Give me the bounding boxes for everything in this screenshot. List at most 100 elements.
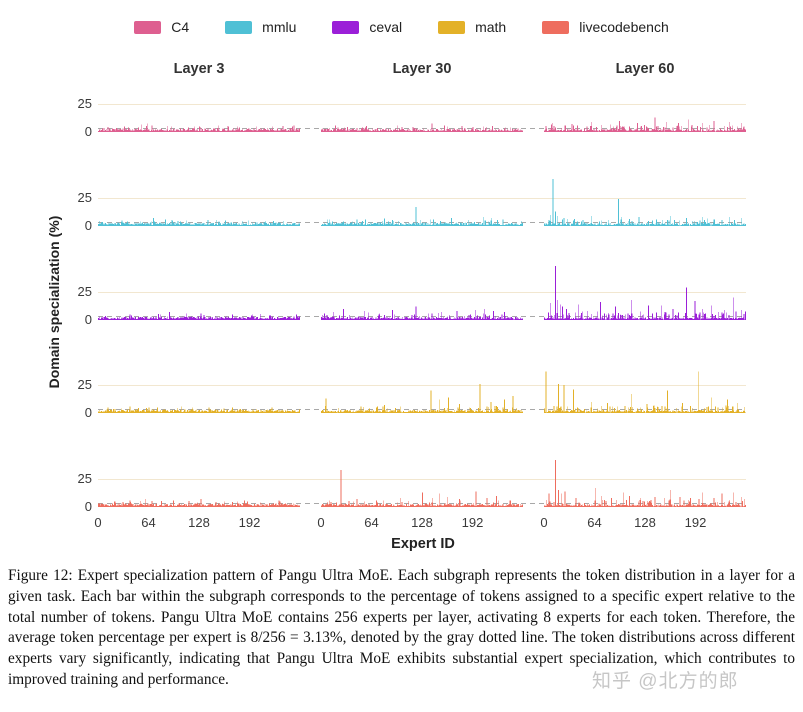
expert-bar (114, 408, 116, 413)
expert-bar (250, 223, 252, 226)
expert-bar (517, 410, 519, 413)
expert-bar (600, 302, 601, 320)
expert-bar (410, 317, 412, 320)
expert-bar (671, 412, 672, 413)
expert-bar (463, 223, 465, 226)
expert-bar (246, 128, 248, 132)
expert-bar (247, 224, 248, 226)
expert-bar (443, 130, 445, 132)
expert-bar (364, 311, 366, 320)
expert-bar (504, 127, 506, 132)
expert-bar (159, 318, 161, 320)
expert-bar (116, 127, 117, 132)
expert-bar (177, 317, 179, 320)
expert-bar (172, 222, 174, 226)
expert-bar (688, 499, 690, 507)
expert-bar (667, 410, 669, 413)
expert-bar (701, 318, 702, 320)
expert-bar (149, 410, 151, 413)
expert-bar (338, 408, 340, 413)
expert-bar (153, 129, 155, 132)
expert-bar (437, 129, 439, 132)
expert-bar (514, 504, 516, 507)
expert-bar (568, 505, 570, 507)
expert-bar (429, 129, 431, 132)
expert-bar (568, 223, 570, 226)
expert-bar (496, 506, 498, 507)
expert-bar (669, 129, 671, 132)
expert-bar (117, 411, 119, 413)
expert-bar (279, 223, 281, 226)
expert-bar (169, 222, 170, 226)
expert-bar (137, 129, 139, 132)
expert-bar (551, 410, 553, 413)
expert-bar (161, 410, 163, 413)
expert-bar (104, 131, 106, 132)
expert-bar (110, 409, 112, 413)
expert-bar (194, 126, 196, 132)
expert-bar (160, 409, 162, 413)
expert-bar (551, 411, 552, 413)
expert-bar (550, 127, 552, 132)
y-tick-0: 0 (84, 499, 92, 514)
expert-bar (284, 317, 286, 320)
expert-bar (121, 318, 123, 320)
expert-bar (285, 505, 287, 507)
expert-bar (491, 504, 493, 507)
expert-bar (652, 129, 653, 132)
expert-bar (667, 505, 669, 507)
expert-bar (653, 505, 655, 507)
expert-bar (404, 130, 406, 132)
expert-bar (175, 505, 177, 507)
expert-bar (251, 411, 252, 413)
expert-bar (627, 410, 629, 413)
expert-bar (623, 411, 625, 413)
expert-bar (348, 223, 350, 226)
expert-bar (573, 505, 575, 507)
expert-bar (564, 317, 566, 320)
expert-bar (708, 406, 709, 413)
expert-bar (211, 223, 213, 226)
expert-bar (742, 317, 743, 320)
expert-bar (560, 406, 562, 413)
expert-bar (648, 128, 649, 132)
expert-bar (241, 318, 243, 320)
expert-bar (240, 505, 242, 507)
expert-bar (674, 410, 675, 413)
expert-bar (332, 505, 333, 507)
expert-bar (252, 409, 254, 413)
expert-bar (255, 409, 257, 413)
expert-bar (579, 503, 581, 507)
expert-bar (716, 317, 717, 320)
expert-bar (237, 225, 239, 226)
expert-bar (231, 222, 233, 226)
expert-bar (267, 223, 269, 226)
expert-bar (558, 504, 560, 507)
expert-bar (385, 128, 387, 132)
expert-bar (583, 506, 585, 507)
expert-bar (706, 127, 708, 132)
expert-bar (146, 317, 148, 320)
expert-bar (468, 129, 470, 132)
expert-bar (184, 504, 185, 507)
expert-bar (512, 504, 514, 507)
expert-bar (685, 505, 687, 507)
expert-bar (637, 318, 638, 320)
expert-bar (335, 130, 337, 132)
expert-bar (520, 130, 522, 132)
expert-bar (248, 224, 250, 226)
expert-bar (504, 505, 505, 507)
expert-bar (367, 129, 369, 132)
expert-bar (469, 407, 471, 413)
expert-bar (455, 222, 457, 226)
expert-bar (500, 224, 501, 226)
expert-bar (460, 505, 462, 507)
expert-bar (249, 504, 251, 507)
expert-bar (598, 503, 600, 507)
expert-bar (736, 224, 738, 226)
expert-bar (344, 223, 346, 226)
expert-bar (456, 223, 458, 226)
expert-bar (270, 504, 272, 507)
expert-bar (365, 319, 367, 320)
expert-bar (573, 410, 575, 413)
